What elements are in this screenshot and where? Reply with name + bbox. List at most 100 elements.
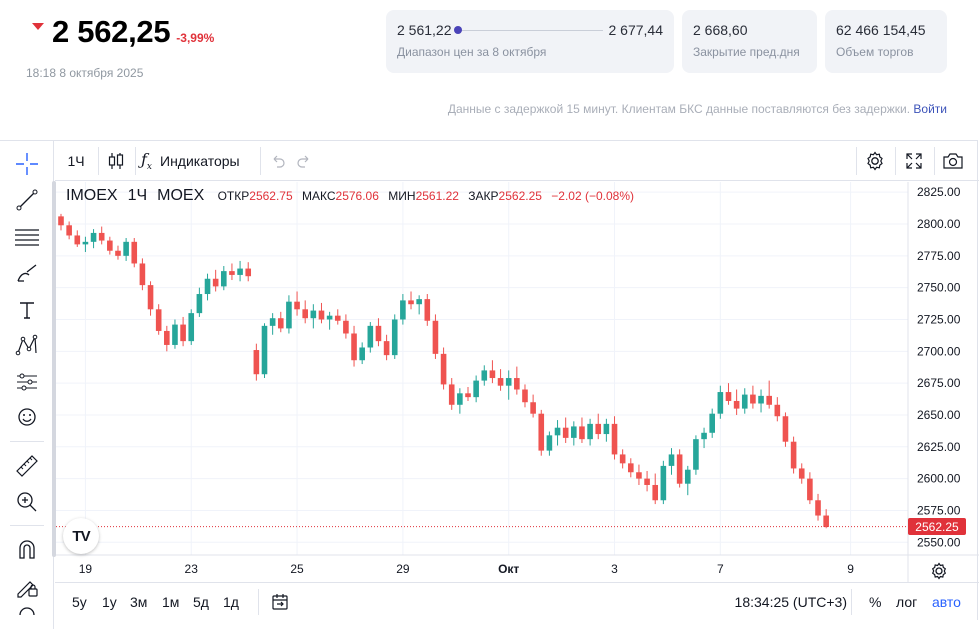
candle-body bbox=[383, 341, 390, 356]
undo-icon[interactable] bbox=[267, 141, 289, 181]
legend-close-label: ЗАКР bbox=[468, 189, 499, 203]
x-tick-label: Окт bbox=[498, 562, 519, 576]
trend-line-icon[interactable] bbox=[12, 185, 42, 215]
hide-drawings-icon[interactable] bbox=[12, 606, 42, 626]
y-tick-label: 2675.00 bbox=[917, 376, 961, 390]
price-chart[interactable]: 2550.00 2575.00 2600.00 2625.00 2650.00 2675.… bbox=[56, 182, 979, 582]
current-price: 2 562,25 bbox=[52, 14, 171, 49]
candle-body bbox=[473, 380, 479, 398]
candle-body bbox=[229, 271, 235, 275]
fullscreen-icon[interactable] bbox=[898, 141, 930, 181]
percent-scale-toggle[interactable]: % bbox=[869, 594, 882, 610]
lock-draw-icon[interactable] bbox=[12, 571, 42, 601]
range-5y[interactable]: 5у bbox=[72, 594, 87, 610]
bottom-toolbar: 5у 1у 3м 1м 5д 1д 18:34:25 (UTC+3) % лог… bbox=[55, 582, 979, 620]
candle-body bbox=[367, 325, 374, 348]
candle-body bbox=[155, 309, 162, 331]
toolbar-separator bbox=[934, 147, 935, 175]
indicators-label: Индикаторы bbox=[160, 153, 240, 169]
candle-body bbox=[530, 402, 536, 414]
x-tick-label: 3 bbox=[611, 562, 618, 576]
indicators-button[interactable]: ƒx Индикаторы bbox=[141, 141, 253, 181]
candle-body bbox=[237, 268, 243, 275]
candle-body bbox=[538, 413, 545, 451]
candle-body bbox=[440, 353, 447, 385]
range-3m[interactable]: 3м bbox=[130, 594, 148, 610]
down-arrow-icon bbox=[32, 23, 44, 30]
legend-high-label: МАКС bbox=[302, 189, 336, 203]
axes: 2550.00 2575.00 2600.00 2625.00 2650.00 2675.… bbox=[56, 182, 979, 582]
candle-body bbox=[334, 315, 341, 321]
toolbar-separator bbox=[258, 589, 259, 615]
auto-scale-toggle[interactable]: авто bbox=[932, 594, 961, 610]
y-tick-label: 2725.00 bbox=[917, 312, 961, 326]
candle-body bbox=[261, 325, 268, 375]
candle-body bbox=[58, 216, 64, 226]
delay-notice: Данные с задержкой 15 минут. Клиентам БК… bbox=[448, 102, 947, 116]
candle-body bbox=[676, 454, 683, 484]
candle-body bbox=[798, 468, 805, 479]
log-scale-toggle[interactable]: лог bbox=[896, 594, 918, 610]
candle-body bbox=[82, 241, 89, 245]
prev-close-card: 2 668,60 Закрытие пред.дня bbox=[682, 10, 817, 73]
candle-body bbox=[628, 463, 634, 473]
candle-body bbox=[351, 333, 357, 361]
candle-body bbox=[400, 300, 406, 320]
candle-body bbox=[636, 472, 642, 479]
interval-button[interactable]: 1Ч bbox=[59, 141, 93, 181]
range-1m[interactable]: 1м bbox=[162, 594, 180, 610]
candle-body bbox=[343, 320, 349, 334]
y-tick-label: 2575.00 bbox=[917, 503, 961, 517]
candle-body bbox=[717, 392, 724, 414]
settings-icon[interactable] bbox=[859, 141, 891, 181]
pattern-icon[interactable] bbox=[12, 331, 42, 361]
legend-open: 2562.75 bbox=[249, 189, 293, 203]
candle-body bbox=[212, 278, 219, 287]
candle-body bbox=[750, 394, 756, 404]
candle-body bbox=[571, 426, 577, 438]
tradingview-logo[interactable]: TV bbox=[63, 518, 99, 554]
range-1y[interactable]: 1у bbox=[102, 594, 117, 610]
volume-card: 62 466 154,45 Объем торгов bbox=[825, 10, 947, 73]
text-icon[interactable] bbox=[12, 295, 42, 325]
candle-body bbox=[107, 240, 113, 251]
candle-body bbox=[660, 465, 667, 501]
x-tick-label: 9 bbox=[847, 562, 854, 576]
ruler-icon[interactable] bbox=[12, 451, 42, 481]
candle-body bbox=[269, 318, 276, 326]
volume-value: 62 466 154,45 bbox=[836, 22, 926, 38]
candle-body bbox=[579, 426, 585, 440]
range-5d[interactable]: 5д bbox=[193, 594, 209, 610]
range-1d[interactable]: 1д bbox=[223, 594, 239, 610]
fib-icon[interactable] bbox=[12, 222, 42, 252]
candle-body bbox=[391, 319, 398, 356]
candle-body bbox=[180, 324, 186, 342]
legend-exchange: MOEX bbox=[157, 187, 205, 204]
legend-open-label: ОТКР bbox=[217, 189, 250, 203]
y-tick-label: 2800.00 bbox=[917, 217, 961, 231]
candle-body bbox=[546, 435, 553, 451]
y-tick-label: 2700.00 bbox=[917, 344, 961, 358]
magnet-icon[interactable] bbox=[12, 535, 42, 565]
login-link[interactable]: Войти bbox=[913, 102, 947, 116]
camera-icon[interactable] bbox=[937, 141, 969, 181]
zoom-in-icon[interactable] bbox=[12, 487, 42, 517]
candle-body bbox=[522, 389, 528, 403]
brush-icon[interactable] bbox=[12, 259, 42, 289]
candle-body bbox=[668, 454, 675, 466]
date-range-icon[interactable] bbox=[270, 583, 290, 621]
emoji-icon[interactable] bbox=[12, 402, 42, 432]
candle-body bbox=[375, 325, 382, 342]
candle-body bbox=[693, 439, 699, 470]
clock[interactable]: 18:34:25 (UTC+3) bbox=[734, 594, 847, 610]
axis-settings-icon[interactable] bbox=[928, 560, 950, 587]
range-marker bbox=[453, 25, 462, 34]
y-tick-label: 2750.00 bbox=[917, 281, 961, 295]
redo-icon[interactable] bbox=[293, 141, 315, 181]
prediction-icon[interactable] bbox=[12, 367, 42, 397]
candles-icon[interactable] bbox=[101, 141, 131, 181]
toolbar-resize-handle[interactable] bbox=[52, 181, 56, 557]
day-range-card: 2 561,22 2 677,44 Диапазон цен за 8 октя… bbox=[386, 10, 674, 73]
candle-body bbox=[408, 300, 414, 305]
crosshair-icon[interactable] bbox=[12, 149, 42, 179]
